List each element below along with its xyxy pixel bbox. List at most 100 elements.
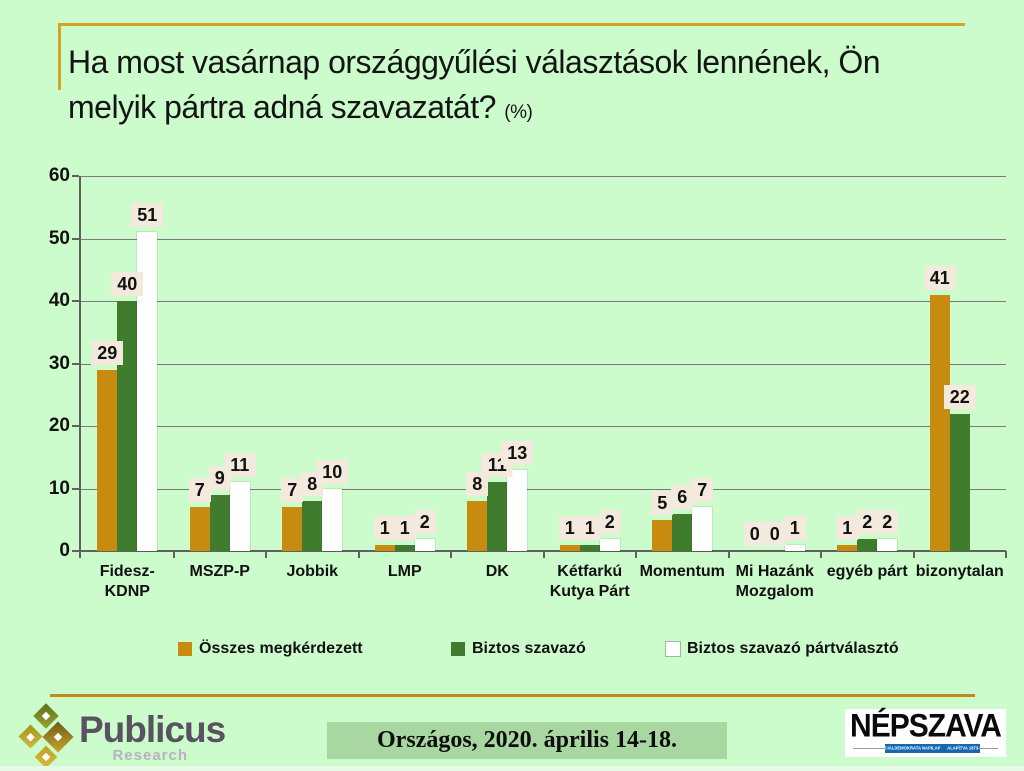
- title-left-border: [58, 23, 61, 90]
- bar-value-label: 1: [578, 515, 601, 540]
- nepszava-logo: NÉPSZAVA SZOCIÁLDEMOKRATA NAPILAP ALAPÍT…: [845, 709, 1006, 757]
- category-label-6: Kétfarkú Kutya Párt: [549, 563, 630, 600]
- bar-MSZP-P-s3: [229, 482, 250, 551]
- bar-Kétfarkú Kutya Párt-s1: [559, 544, 580, 551]
- bar-value-label: 0: [743, 522, 766, 546]
- category-label-3: Jobbik: [286, 563, 339, 580]
- category-label-2: MSZP-P: [189, 563, 250, 580]
- bar-value-label: 2: [876, 509, 899, 534]
- bar-egyéb párt-s2: [857, 538, 878, 551]
- legend-label: Biztos szavazó pártválasztó: [687, 640, 899, 657]
- publicus-logo-diamond-top: [33, 703, 59, 729]
- bar-LMP-s1: [374, 544, 395, 551]
- category-label-10: bizonytalan: [915, 563, 1004, 580]
- bar-value-label: 0: [763, 522, 786, 546]
- bar-LMP-s2: [394, 544, 415, 551]
- y-axis-line: [79, 176, 81, 558]
- y-axis-label-10: 10: [48, 477, 70, 499]
- x-axis-tick-6: [635, 551, 637, 558]
- publicus-logo-diamond-left: [18, 724, 43, 749]
- bar-Jobbik-s3: [322, 488, 343, 551]
- legend-swatch-icon: [178, 642, 192, 656]
- gridline-10: [81, 488, 1006, 490]
- y-axis-label-40: 40: [48, 290, 70, 311]
- bar-MSZP-P-s1: [189, 507, 210, 551]
- bar-Momentum-s1: [652, 519, 673, 551]
- bar-Momentum-s2: [672, 513, 693, 551]
- category-label-5: DK: [485, 563, 509, 580]
- y-axis-label-60: 60: [48, 165, 70, 186]
- x-axis-tick-7: [727, 551, 730, 558]
- bar-bizonytalan-s2: [949, 413, 970, 551]
- gridline-40: [81, 301, 1006, 302]
- bar-Kétfarkú Kutya Párt-s2: [579, 544, 600, 551]
- gridline-60: [81, 176, 1006, 177]
- y-axis-tick-0: [72, 550, 79, 552]
- bar-value-label: 29: [91, 340, 124, 365]
- bar-value-label: 7: [281, 478, 304, 503]
- legend-label: Biztos szavazó: [472, 640, 586, 657]
- category-label-1: Fidesz- KDNP: [99, 563, 155, 600]
- gridline-30: [81, 363, 1006, 365]
- bar-LMP-s3: [414, 538, 435, 551]
- y-axis-tick-30: [72, 362, 79, 365]
- page-title: Ha most vasárnap országgyűlési választás…: [68, 40, 1008, 135]
- y-axis-tick-10: [72, 487, 79, 490]
- bar-egyéb párt-s3: [877, 538, 898, 551]
- bar-Momentum-s3: [692, 507, 713, 551]
- page-title-line2: melyik pártra adná szavazatát? (%): [68, 85, 1008, 135]
- bar-value-label: 22: [943, 384, 976, 409]
- x-axis-tick-1: [172, 551, 175, 558]
- bar-value-label: 8: [466, 472, 489, 496]
- bar-value-label: 11: [224, 453, 256, 478]
- bar-Fidesz-KDNP-s2: [117, 301, 138, 551]
- y-axis-label-30: 30: [48, 352, 70, 374]
- x-axis-tick-2: [265, 551, 267, 558]
- y-axis-tick-20: [72, 425, 79, 427]
- bar-value-label: 2: [598, 509, 621, 534]
- y-axis-label-0: 0: [59, 540, 70, 561]
- bar-bizonytalan-s1: [929, 294, 950, 551]
- nepszava-logo-text: NÉPSZAVA: [850, 708, 1002, 745]
- x-axis-tick-8: [820, 551, 822, 558]
- bar-DK-s2: [487, 482, 508, 551]
- bar-value-label: 2: [856, 509, 879, 534]
- bar-value-label: 1: [783, 515, 806, 540]
- legend-item-1: Összes megkérdezett: [178, 640, 363, 658]
- bar-value-label: 7: [188, 478, 211, 503]
- nepszava-logo-tagline-bar: SZOCIÁLDEMOKRATA NAPILAP ALAPÍTVA 1873-B…: [885, 744, 980, 753]
- publicus-logo-text: Publicus: [79, 709, 226, 750]
- bar-value-label: 1: [393, 515, 416, 540]
- bar-value-label: 7: [691, 478, 714, 503]
- page-title-percent-suffix: (%): [504, 102, 533, 123]
- x-axis-tick-9: [912, 551, 915, 558]
- publicus-logo-diamond-bottom: [34, 745, 58, 769]
- x-axis-tick-10: [1005, 551, 1007, 558]
- legend-item-3: Biztos szavazó pártválasztó: [666, 640, 899, 658]
- y-axis-label-50: 50: [48, 227, 70, 249]
- category-label-9: egyéb párt: [826, 563, 908, 580]
- bar-MSZP-P-s2: [209, 494, 230, 551]
- nepszava-tagline-right: ALAPÍTVA 1873-BAN: [947, 746, 980, 751]
- bar-Mi Hazánk Mozgalom-s3: [784, 544, 805, 551]
- bar-Kétfarkú Kutya Párt-s3: [599, 538, 620, 551]
- bar-value-label: 13: [501, 440, 534, 465]
- slide-bottom-edge: [0, 766, 1024, 771]
- bar-value-label: 2: [413, 509, 436, 534]
- bar-value-label: 6: [671, 484, 694, 509]
- y-axis-tick-50: [72, 237, 79, 240]
- publicus-logo-subtext: Research: [112, 747, 188, 764]
- y-axis-tick-60: [72, 175, 79, 177]
- survey-scope-box: Országos, 2020. április 14-18.: [327, 722, 727, 759]
- bar-DK-s3: [507, 469, 528, 551]
- category-label-4: LMP: [387, 563, 422, 580]
- category-label-8: Mi Hazánk Mozgalom: [735, 563, 814, 600]
- gridline-20: [81, 426, 1006, 427]
- y-axis-label-20: 20: [48, 415, 70, 436]
- bar-value-label: 41: [923, 265, 956, 290]
- page-title-line2-text: melyik pártra adná szavazatát?: [68, 89, 496, 125]
- y-axis-tick-40: [72, 300, 79, 302]
- bar-DK-s1: [467, 501, 488, 551]
